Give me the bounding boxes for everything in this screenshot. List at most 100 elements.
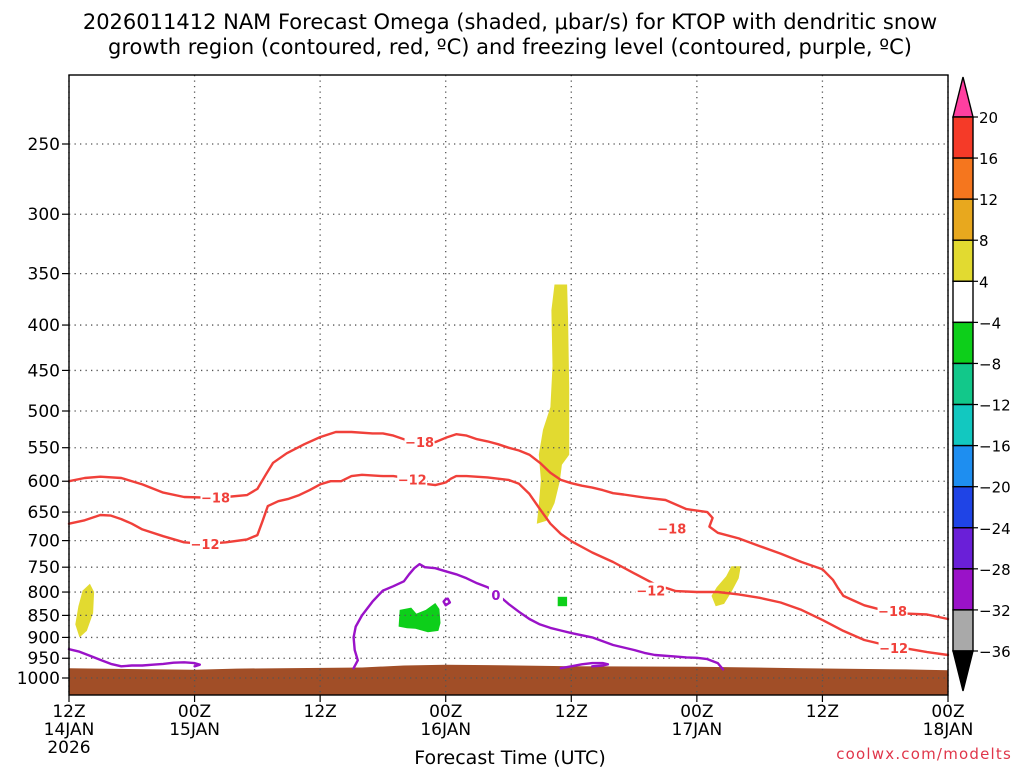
- contour-label-4: 0: [491, 589, 500, 604]
- x-tick-label-36-1: 00Z: [429, 702, 462, 722]
- contour-label-bg-6: [635, 582, 666, 598]
- colorbar-swatch-0: [952, 116, 974, 159]
- contour-line-0: [67, 430, 950, 621]
- colorbar-swatch-5: [952, 321, 974, 365]
- x-axis-title: Forecast Time (UTC): [414, 747, 605, 768]
- chart-title-line-2: growth region (contoured, red, ºC) and f…: [108, 35, 912, 59]
- colorbar-label-10: −24: [979, 520, 1011, 538]
- colorbar-swatch-1: [952, 157, 974, 200]
- y-axis: 2503003504004505005506006507007508008509…: [17, 135, 69, 689]
- colorbar-swatch-6: [952, 362, 974, 406]
- y-tick-label-450: 450: [28, 361, 60, 381]
- contour-label-2: −18: [405, 436, 434, 451]
- colorbar-label-4: 4: [979, 273, 989, 291]
- omega-shading-layer: [75, 284, 741, 638]
- contour-label-bg-1: [190, 535, 221, 551]
- omega-region-0: [75, 583, 95, 638]
- x-tick-label-48-1: 12Z: [555, 702, 588, 722]
- x-tick-label-24-1: 12Z: [304, 702, 337, 722]
- colorbar-swatch-7: [952, 403, 974, 447]
- x-tick-label-84-2: 18JAN: [923, 720, 974, 740]
- contour-line-5: [559, 661, 610, 670]
- contour-label-6: −12: [636, 585, 665, 600]
- omega-region-3: [398, 603, 441, 633]
- colorbar-label-0: 20: [979, 109, 998, 127]
- y-tick-label-700: 700: [28, 532, 60, 552]
- colorbar-label-5: −4: [979, 314, 1001, 332]
- contour-label-bg-4: [488, 586, 503, 602]
- contour-label-bg-5: [656, 520, 687, 536]
- contour-label-5: −18: [657, 522, 686, 537]
- x-tick-label-72-1: 12Z: [806, 702, 839, 722]
- colorbar-arrow-top: [952, 76, 974, 118]
- colorbar: 20 16 12 8 4 −4 −8 −12 −16 −20 −24 −28 −32 −36: [952, 76, 1011, 692]
- contour-label-bg-2: [404, 434, 435, 450]
- colorbar-swatch-8: [952, 444, 974, 488]
- colorbar-label-8: −16: [979, 438, 1011, 456]
- omega-region-2: [711, 566, 741, 607]
- y-tick-label-350: 350: [28, 265, 60, 285]
- colorbar-label-3: 8: [979, 232, 989, 250]
- colorbar-swatch-2: [952, 198, 974, 241]
- x-tick-label-60-1: 00Z: [680, 702, 713, 722]
- colorbar-label-11: −28: [979, 561, 1011, 579]
- contour-line-4: [442, 597, 452, 607]
- x-tick-label-84-1: 00Z: [931, 702, 964, 722]
- contour-label-layer: −18 −12 −18 −12 0 −18 −12 −18 −12: [190, 434, 909, 657]
- x-tick-label-12-1: 00Z: [178, 702, 211, 722]
- colorbar-label-1: 16: [979, 150, 998, 168]
- contour-label-bg-7: [877, 602, 908, 618]
- colorbar-swatch-4: [952, 280, 974, 324]
- grid-layer: [68, 75, 949, 695]
- x-tick-label-60-2: 17JAN: [672, 720, 723, 740]
- contour-line-3: [352, 562, 725, 671]
- y-tick-label-1000: 1000: [17, 669, 60, 689]
- colorbar-swatch-11: [952, 568, 974, 611]
- contour-label-0: −18: [201, 492, 230, 507]
- y-tick-label-550: 550: [28, 439, 60, 459]
- credit-text: coolwx.com/modelts: [836, 745, 1012, 763]
- contour-label-7: −18: [878, 605, 907, 620]
- plot-frame: [68, 74, 949, 696]
- terrain-layer: [69, 664, 948, 695]
- y-tick-label-250: 250: [28, 135, 60, 155]
- y-tick-label-900: 900: [28, 628, 60, 648]
- colorbar-label-12: −32: [979, 602, 1011, 620]
- omega-region-1: [536, 284, 570, 524]
- terrain-fill: [69, 664, 948, 695]
- y-tick-label-600: 600: [28, 472, 60, 492]
- y-tick-label-800: 800: [28, 583, 60, 603]
- colorbar-label-2: 12: [979, 191, 998, 209]
- colorbar-swatch-10: [952, 527, 974, 570]
- y-tick-label-750: 750: [28, 558, 60, 578]
- contour-label-bg-0: [200, 489, 231, 505]
- contour-label-1: −12: [191, 538, 220, 553]
- y-tick-label-650: 650: [28, 503, 60, 523]
- contour-label-3: −12: [398, 473, 427, 488]
- x-tick-label-0-3: 2026: [47, 738, 90, 758]
- x-tick-label-0-1: 12Z: [52, 702, 85, 722]
- x-tick-label-0-2: 14JAN: [44, 720, 95, 740]
- colorbar-swatch-3: [952, 239, 974, 283]
- colorbar-label-7: −12: [979, 397, 1011, 415]
- colorbar-swatch-9: [952, 485, 974, 529]
- y-tick-label-500: 500: [28, 402, 60, 422]
- y-tick-label-850: 850: [28, 606, 60, 626]
- colorbar-label-13: −36: [979, 643, 1011, 661]
- contour-label-bg-8: [878, 639, 909, 655]
- x-tick-label-36-2: 16JAN: [420, 720, 471, 740]
- contour-line-2: [67, 648, 202, 668]
- contour-label-bg-3: [397, 471, 428, 487]
- y-tick-label-300: 300: [28, 205, 60, 225]
- x-tick-label-12-2: 15JAN: [169, 720, 220, 740]
- colorbar-label-9: −20: [979, 479, 1011, 497]
- omega-region-4: [557, 596, 568, 607]
- contour-label-8: −12: [879, 642, 908, 657]
- chart-title-line-1: 2026011412 NAM Forecast Omega (shaded, μ…: [83, 10, 937, 34]
- y-tick-label-950: 950: [28, 649, 60, 669]
- colorbar-label-6: −8: [979, 355, 1001, 373]
- colorbar-swatch-12: [952, 609, 974, 652]
- colorbar-arrow-bottom: [952, 650, 974, 692]
